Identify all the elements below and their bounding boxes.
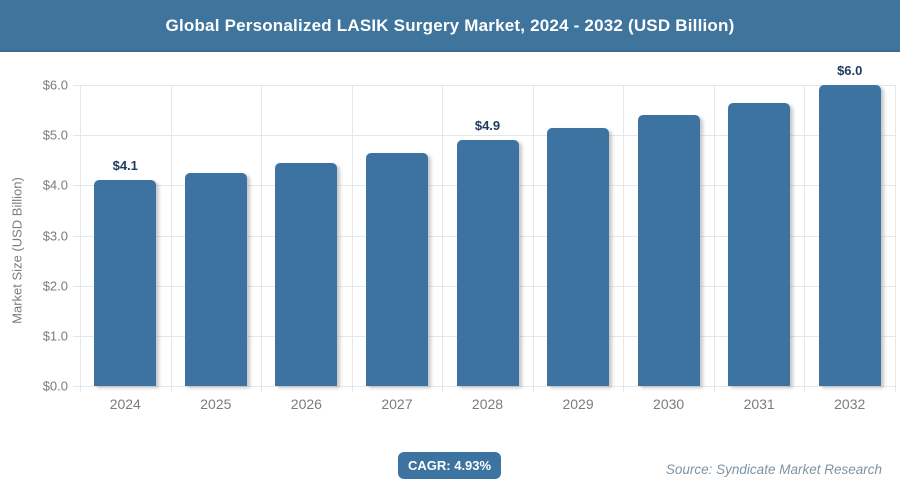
bar-2031	[728, 102, 791, 386]
x-gridline	[623, 85, 625, 392]
y-tick-label: $4.0	[42, 177, 68, 193]
x-gridline	[170, 85, 172, 392]
cagr-badge: CAGR: 4.93%	[398, 452, 502, 479]
bar-2026	[275, 162, 338, 386]
y-tick-label: $0.0	[42, 378, 68, 394]
bar-value-label-2032: $6.0	[837, 63, 863, 78]
y-tick-label: $3.0	[42, 228, 68, 243]
x-tick-label-2025: 2025	[200, 396, 232, 412]
bar-2029	[547, 127, 610, 386]
x-gridline	[895, 85, 896, 392]
bar-2032	[818, 85, 881, 386]
chart-title: Global Personalized LASIK Surgery Market…	[165, 16, 735, 35]
x-tick-label-2032: 2032	[834, 396, 866, 412]
source-note: Source: Syndicate Market Research	[665, 462, 882, 477]
bar-2030	[637, 115, 700, 386]
x-tick-label-2031: 2031	[743, 396, 775, 412]
y-gridline	[73, 85, 895, 86]
plot-area: $0.0 $1.0 $2.0 $3.0 $4.0 $5.0 $6.0 $4.1 2024 2025…	[43, 63, 896, 412]
x-tick-label-2024: 2024	[109, 396, 141, 412]
y-tick-label: $2.0	[42, 278, 68, 294]
x-tick-label-2027: 2027	[381, 396, 413, 412]
x-tick-label-2030: 2030	[653, 396, 685, 412]
x-tick-label-2029: 2029	[562, 396, 594, 412]
x-gridline	[261, 85, 263, 392]
y-tick-label: $1.0	[42, 328, 68, 344]
x-tick-label-2028: 2028	[471, 396, 504, 412]
y-tick-label: $5.0	[42, 127, 68, 143]
x-gridline	[351, 85, 353, 392]
x-gridline	[80, 85, 81, 392]
bar-value-label-2028: $4.9	[474, 118, 501, 134]
chart-title-bar: Global Personalized LASIK Surgery Market…	[0, 0, 900, 52]
x-gridline	[532, 85, 534, 392]
bar-2027	[365, 152, 428, 386]
x-gridline	[442, 85, 444, 392]
bar-2025	[184, 172, 247, 386]
y-gridline	[73, 135, 895, 137]
y-axis-title: Market Size (USD Billion)	[9, 177, 25, 324]
x-tick-label-2026: 2026	[290, 396, 322, 412]
bar-value-label-2024: $4.1	[112, 158, 138, 174]
bar-2028	[456, 140, 519, 386]
x-gridline	[713, 85, 715, 392]
y-gridline	[73, 386, 895, 387]
bar-2024	[94, 180, 157, 386]
x-gridline	[804, 85, 806, 392]
y-tick-label: $6.0	[42, 77, 68, 93]
